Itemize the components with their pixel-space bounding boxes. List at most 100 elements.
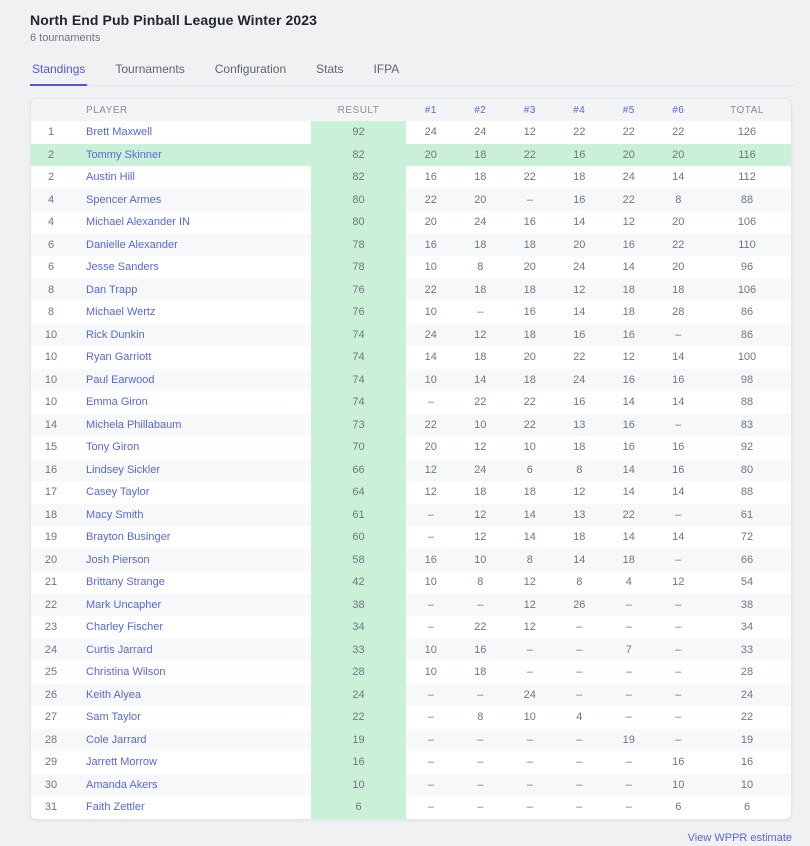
score-cell-round-3: 22	[523, 418, 536, 431]
tab-tournaments[interactable]: Tournaments	[115, 62, 185, 76]
round-3-link[interactable]: #3	[523, 104, 536, 116]
player-link[interactable]: Josh Pierson	[86, 553, 150, 566]
score-cell-round-6: 14	[672, 531, 685, 544]
score-cell-round-4: 18	[573, 441, 586, 454]
player-link[interactable]: Tommy Skinner	[86, 148, 162, 161]
player-link[interactable]: Jarrett Morrow	[86, 756, 157, 769]
score-cell-round-1: 10	[424, 306, 437, 319]
score-cell-round-2: 24	[474, 216, 487, 229]
player-link[interactable]: Macy Smith	[86, 508, 144, 521]
player-link[interactable]: Paul Earwood	[86, 373, 155, 386]
total-cell: 66	[740, 553, 754, 566]
score-cell-round-4: 14	[573, 553, 586, 566]
rank-column-header	[31, 99, 71, 121]
round-column-header-4: #4	[554, 99, 604, 121]
player-link[interactable]: Spencer Armes	[86, 193, 162, 206]
round-4-link[interactable]: #4	[573, 104, 586, 116]
standings-row: 28 Cole Jarrard 19 – – – – 19 – 19	[31, 728, 791, 751]
player-link[interactable]: Dan Trapp	[86, 283, 138, 296]
player-link[interactable]: Charley Fischer	[86, 621, 164, 634]
rank-cell: 31	[44, 801, 58, 814]
player-link[interactable]: Lindsey Sickler	[86, 463, 160, 476]
player-link[interactable]: Amanda Akers	[86, 778, 158, 791]
score-cell-round-6: –	[675, 621, 682, 634]
player-cell: Josh Pierson	[71, 549, 311, 572]
score-cell-round-5: 16	[622, 418, 635, 431]
round-2-link[interactable]: #2	[474, 104, 487, 116]
player-cell: Spencer Armes	[71, 189, 311, 212]
result-cell: 58	[311, 548, 406, 571]
player-link[interactable]: Brett Maxwell	[86, 126, 153, 139]
player-link[interactable]: Brittany Strange	[86, 576, 165, 589]
player-link[interactable]: Casey Taylor	[86, 486, 150, 499]
result-cell: 42	[311, 571, 406, 594]
tab-ifpa[interactable]: IFPA	[373, 62, 400, 76]
score-cell-round-2: 12	[474, 328, 487, 341]
rank-cell: 4	[47, 216, 55, 229]
score-cell-round-2: 8	[477, 261, 484, 274]
score-cell-round-4: –	[576, 756, 583, 769]
total-cell: 126	[737, 126, 757, 139]
standings-row: 1 Brett Maxwell 92 24 24 12 22 22 22 126	[31, 121, 791, 144]
player-link[interactable]: Keith Alyea	[86, 688, 142, 701]
player-link[interactable]: Emma Giron	[86, 396, 148, 409]
score-cell-round-4: –	[576, 643, 583, 656]
player-link[interactable]: Cole Jarrard	[86, 733, 147, 746]
player-link[interactable]: Michael Wertz	[86, 306, 156, 319]
player-cell: Jesse Sanders	[71, 256, 311, 279]
player-link[interactable]: Curtis Jarrard	[86, 643, 153, 656]
score-cell-round-6: –	[675, 328, 682, 341]
rank-cell: 16	[44, 463, 58, 476]
player-link[interactable]: Jesse Sanders	[86, 261, 159, 274]
result-cell: 22	[311, 706, 406, 729]
score-cell-round-5: 16	[622, 328, 635, 341]
player-link[interactable]: Austin Hill	[86, 171, 135, 184]
result-cell: 64	[311, 481, 406, 504]
tab-standings[interactable]: Standings	[30, 57, 88, 86]
player-link[interactable]: Mark Uncapher	[86, 598, 162, 611]
standings-row: 2 Tommy Skinner 82 20 18 22 16 20 20 116	[31, 143, 791, 166]
score-cell-round-3: 18	[523, 486, 536, 499]
player-link[interactable]: Ryan Garriott	[86, 351, 152, 364]
score-cell-round-5: –	[625, 756, 632, 769]
score-cell-round-6: –	[675, 508, 682, 521]
player-link[interactable]: Rick Dunkin	[86, 328, 145, 341]
player-link[interactable]: Tony Giron	[86, 441, 140, 454]
result-cell: 74	[311, 368, 406, 391]
score-cell-round-2: 8	[477, 576, 484, 589]
round-5-link[interactable]: #5	[622, 104, 635, 116]
score-cell-round-6: 16	[672, 373, 685, 386]
score-cell-round-2: 12	[474, 508, 487, 521]
player-link[interactable]: Faith Zettler	[86, 801, 145, 814]
standings-row: 17 Casey Taylor 64 12 18 18 12 14 14 88	[31, 481, 791, 504]
score-cell-round-1: 24	[424, 328, 437, 341]
score-cell-round-4: 8	[576, 576, 583, 589]
score-cell-round-4: –	[576, 688, 583, 701]
player-link[interactable]: Christina Wilson	[86, 666, 166, 679]
rank-cell: 30	[44, 778, 58, 791]
player-cell: Lindsey Sickler	[71, 459, 311, 482]
tab-stats[interactable]: Stats	[316, 62, 344, 76]
total-cell: 22	[740, 711, 754, 724]
total-cell: 61	[740, 508, 754, 521]
score-cell-round-5: 16	[622, 441, 635, 454]
rank-cell: 15	[44, 441, 58, 454]
score-cell-round-3: 10	[523, 711, 536, 724]
rank-cell: 23	[44, 621, 58, 634]
score-cell-round-1: 14	[424, 351, 437, 364]
player-link[interactable]: Michela Phillabaum	[86, 418, 182, 431]
score-cell-round-6: 18	[672, 283, 685, 296]
standings-row: 6 Danielle Alexander 78 16 18 18 20 16 22 110	[31, 233, 791, 256]
tab-configuration[interactable]: Configuration	[214, 62, 287, 76]
rank-cell: 10	[44, 351, 58, 364]
round-1-link[interactable]: #1	[424, 104, 437, 116]
player-link[interactable]: Sam Taylor	[86, 711, 141, 724]
player-cell: Michael Wertz	[71, 301, 311, 324]
view-wppr-estimate-link[interactable]: View WPPR estimate	[687, 831, 792, 844]
player-link[interactable]: Danielle Alexander	[86, 238, 178, 251]
round-6-link[interactable]: #6	[672, 104, 685, 116]
player-link[interactable]: Michael Alexander IN	[86, 216, 190, 229]
player-link[interactable]: Brayton Businger	[86, 531, 171, 544]
score-cell-round-2: 18	[474, 238, 487, 251]
score-cell-round-3: –	[526, 193, 533, 206]
